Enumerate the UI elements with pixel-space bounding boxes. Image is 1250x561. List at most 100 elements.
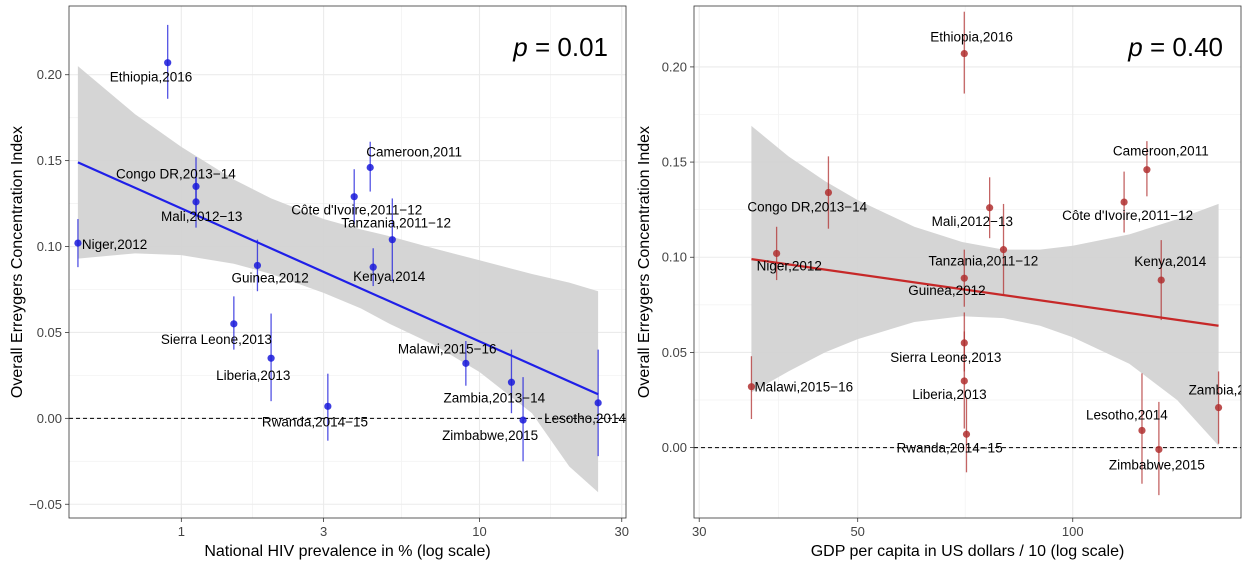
y-tick-label: 0.10: [662, 250, 687, 265]
y-tick-label: −0.05: [29, 497, 62, 512]
point-c-te-d-ivoire-2011-12: [350, 193, 358, 201]
point-zambia-2013-14: [507, 378, 516, 386]
x-tick-label: 10: [472, 524, 486, 539]
y-tick-label: 0.20: [662, 59, 687, 74]
point-rwanda-2014-15: [962, 430, 971, 438]
y-tick-label: 0.15: [37, 153, 62, 168]
point-lesotho-2014: [1138, 426, 1146, 435]
label-mali-2012-13: Mali,2012−13: [932, 214, 1013, 229]
point-labels: Ethiopia,2016 Cameroon,2011 Côte d'Ivoire,…: [747, 30, 1250, 473]
label-congo-dr-2013-14: Congo DR,2013−14: [116, 166, 236, 181]
panel-gdp-per-capita: Ethiopia,2016 Cameroon,2011 Côte d'Ivoire,…: [636, 5, 1250, 560]
point-guinea-2012: [960, 274, 968, 282]
point-ethiopia-2016: [960, 49, 968, 58]
panel-border: [693, 5, 1242, 519]
p-value-symbol: p: [512, 32, 527, 62]
point-rwanda-2014-15: [324, 402, 332, 410]
label-tanzania-2011-12: Tanzania,2011−12: [341, 216, 451, 231]
label-niger-2012: Niger,2012: [757, 258, 822, 273]
point-kenya-2014: [1157, 276, 1165, 284]
regression-line: [77, 161, 599, 396]
x-axis-title: National HIV prevalence in % (log scale): [204, 543, 490, 560]
point-kenya-2014: [369, 263, 377, 271]
label-zambia-2013-14: Zambia,2013−14: [443, 390, 545, 405]
point-congo-dr-2013-14: [824, 188, 833, 197]
label-zambia-2013-14: Zambia,2013−14: [1189, 383, 1250, 398]
point-mali-2012-13: [986, 204, 994, 212]
label-rwanda-2014-15: Rwanda,2014−15: [262, 414, 368, 429]
label-cameroon-2011: Cameroon,2011: [366, 145, 462, 160]
point-zambia-2013-14: [1214, 404, 1223, 412]
y-tick-label: 0.15: [662, 155, 687, 170]
label-guinea-2012: Guinea,2012: [231, 270, 308, 285]
label-malawi-2015-16: Malawi,2015−16: [754, 380, 853, 395]
label-tanzania-2011-12: Tanzania,2011−12: [929, 254, 1039, 269]
label-zimbabwe-2015: Zimbabwe,2015: [442, 428, 538, 443]
label-ethiopia-2016: Ethiopia,2016: [930, 30, 1013, 45]
y-axis-ticks: 0.00 0.05 0.10 0.15 0.20: [662, 59, 694, 455]
panel-border: [68, 5, 627, 519]
label-rwanda-2014-15: Rwanda,2014−15: [896, 440, 1002, 455]
label-lesotho-2014: Lesotho,2014: [1086, 407, 1168, 422]
x-tick-label: 100: [1062, 524, 1084, 539]
label-guinea-2012: Guinea,2012: [908, 283, 985, 298]
point-zimbabwe-2015: [519, 416, 527, 424]
point-niger-2012: [773, 249, 781, 258]
p-value-symbol: p: [1127, 32, 1142, 62]
x-axis-ticks: 30 50 100: [692, 518, 1084, 539]
point-cameroon-2011: [1143, 166, 1151, 174]
panel-hiv-prevalence: Ethiopia,2016 Congo DR,2013−14 Mali,2012−1…: [9, 5, 629, 560]
x-axis-title: GDP per capita in US dollars / 10 (log s…: [811, 543, 1125, 560]
point-guinea-2012: [253, 261, 262, 270]
label-c-te-d-ivoire-2011-12: Côte d'Ivoire,2011−12: [291, 203, 422, 218]
x-tick-label: 30: [615, 524, 629, 539]
point-liberia-2013: [960, 377, 968, 385]
label-liberia-2013: Liberia,2013: [912, 387, 986, 402]
y-tick-label: 0.00: [662, 440, 687, 455]
point-tanzania-2011-12: [999, 246, 1008, 254]
regression-line: [751, 258, 1219, 327]
point-niger-2012: [74, 239, 82, 247]
point-malawi-2015-16: [462, 359, 470, 367]
confidence-band: [751, 125, 1219, 446]
p-value-annotation: p = 0.01: [512, 32, 608, 62]
x-tick-label: 30: [692, 524, 706, 539]
p-value-text: = 0.01: [528, 32, 608, 62]
y-tick-label: 0.20: [37, 67, 62, 82]
point-sierra-leone-2013: [230, 320, 238, 328]
point-cameroon-2011: [366, 163, 374, 172]
p-value-annotation: p = 0.40: [1127, 32, 1223, 62]
label-congo-dr-2013-14: Congo DR,2013−14: [747, 200, 867, 215]
label-kenya-2014: Kenya,2014: [1134, 254, 1207, 269]
label-cameroon-2011: Cameroon,2011: [1113, 144, 1209, 159]
label-sierra-leone-2013: Sierra Leone,2013: [890, 350, 1001, 365]
label-sierra-leone-2013: Sierra Leone,2013: [161, 332, 272, 347]
label-mali-2012-13: Mali,2012−13: [161, 209, 242, 224]
label-malawi-2015-16: Malawi,2015−16: [398, 341, 497, 356]
point-ethiopia-2016: [164, 59, 172, 67]
p-value-text: = 0.40: [1143, 32, 1223, 62]
y-tick-label: 0.00: [37, 411, 62, 426]
point-zimbabwe-2015: [1155, 445, 1163, 454]
y-axis-title: Overall Erreygers Concentration Index: [636, 126, 653, 398]
point-labels: Ethiopia,2016 Congo DR,2013−14 Mali,2012−1…: [82, 70, 626, 443]
label-c-te-d-ivoire-2011-12: Côte d'Ivoire,2011−12: [1062, 208, 1193, 223]
point-malawi-2015-16: [747, 383, 756, 391]
point-tanzania-2011-12: [388, 236, 396, 244]
x-tick-label: 3: [320, 524, 327, 539]
data-points: [74, 24, 602, 462]
label-niger-2012: Niger,2012: [82, 237, 147, 252]
x-tick-label: 1: [178, 524, 185, 539]
plot-area: Ethiopia,2016 Cameroon,2011 Côte d'Ivoire,…: [694, 6, 1250, 518]
label-ethiopia-2016: Ethiopia,2016: [110, 70, 193, 85]
point-liberia-2013: [267, 354, 275, 362]
x-tick-label: 50: [850, 524, 864, 539]
y-tick-label: 0.05: [37, 325, 62, 340]
data-points: [747, 11, 1223, 496]
y-tick-label: 0.10: [37, 239, 62, 254]
y-axis-title: Overall Erreygers Concentration Index: [9, 126, 26, 398]
point-lesotho-2014: [594, 399, 602, 407]
y-axis-ticks: −0.05 0.00 0.05 0.10 0.15 0.20: [29, 67, 69, 512]
label-kenya-2014: Kenya,2014: [353, 269, 426, 284]
